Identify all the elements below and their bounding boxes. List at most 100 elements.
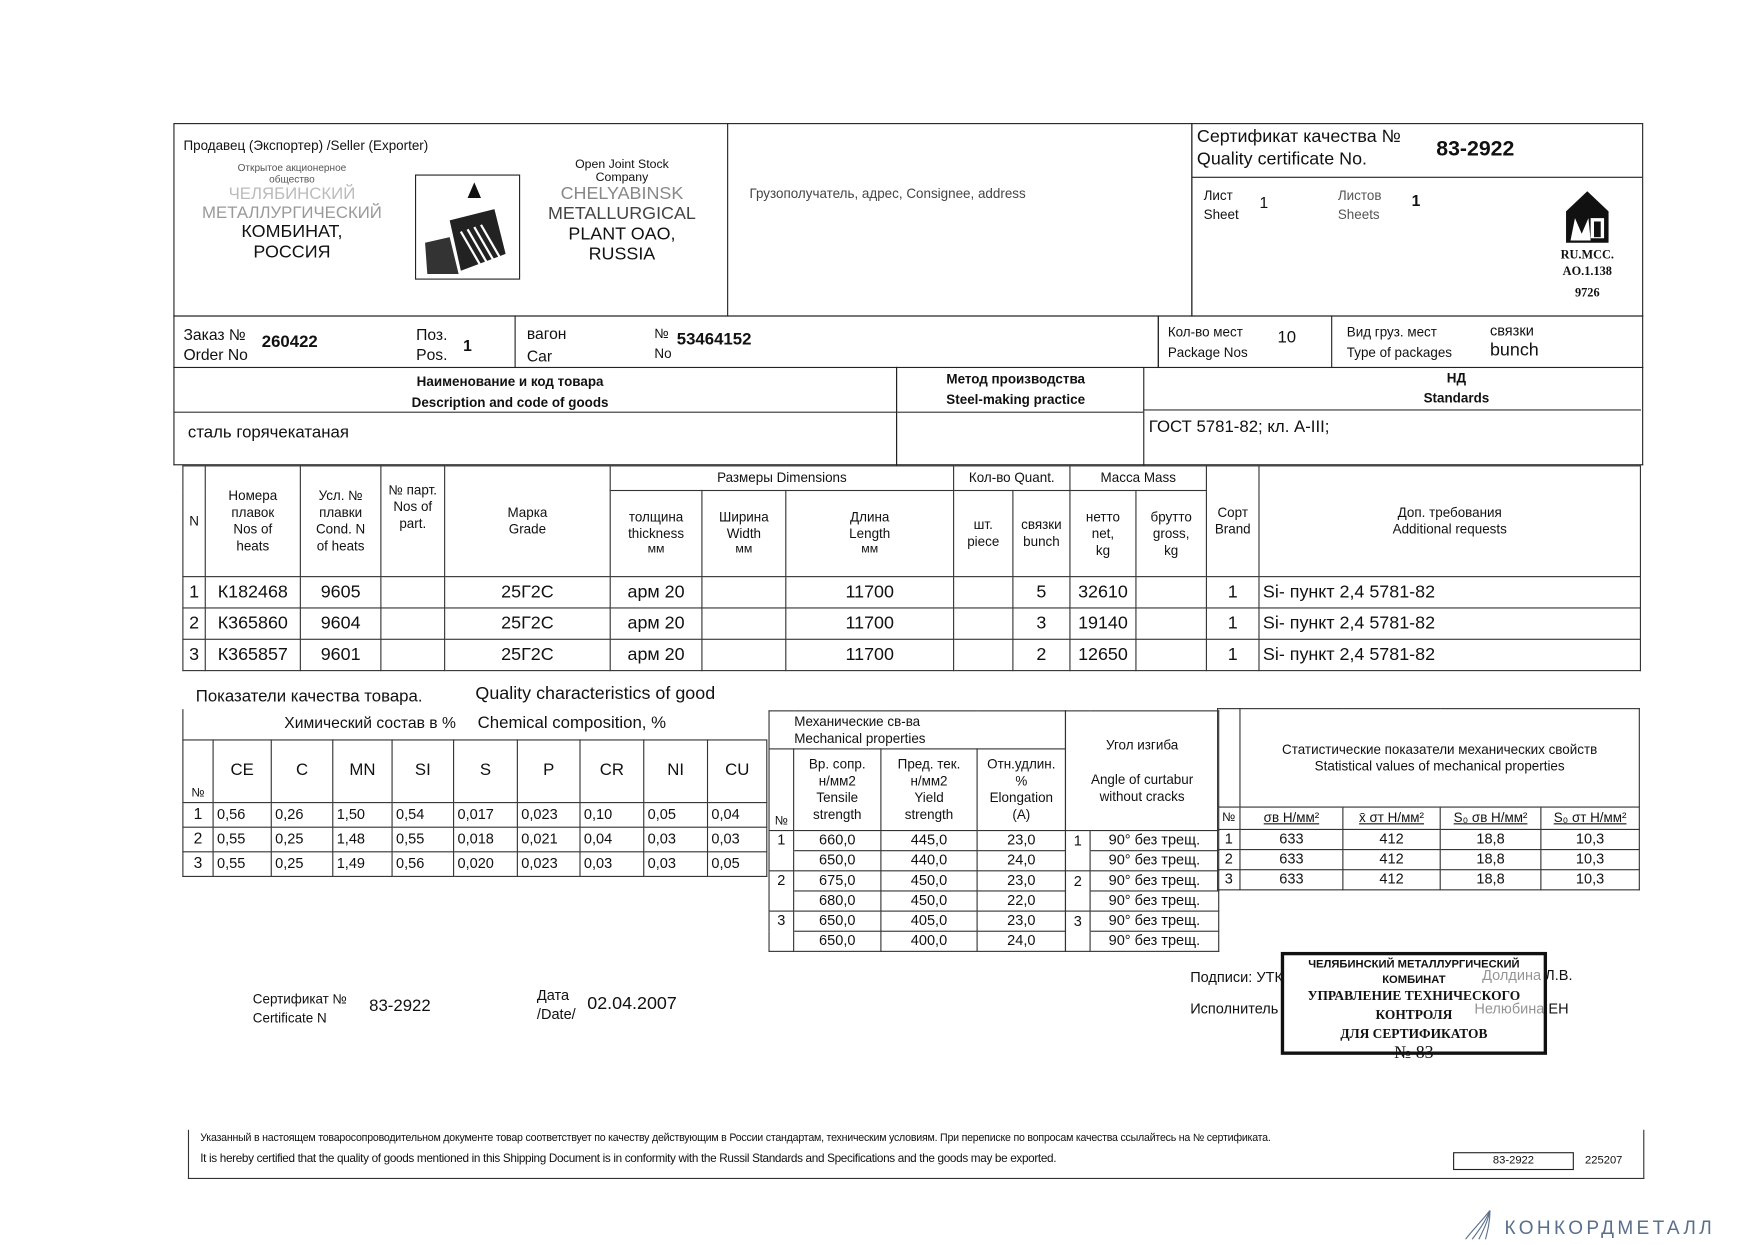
mech-header-2: Отн.удлин.% Elongation (A)	[976, 748, 1067, 832]
chem-cell: 0,017	[453, 801, 518, 828]
statement-ru: Указанный в настоящем товаросопроводител…	[200, 1132, 1271, 1145]
mechanical-title-ru: Механические св-ва	[794, 713, 921, 729]
car-no-label-ru: №	[654, 325, 669, 342]
mech-header-no: №	[768, 748, 795, 832]
header-line: Length	[849, 525, 891, 542]
chem-cell: 0,03	[643, 826, 709, 852]
stat-cell: 18,8	[1439, 849, 1542, 871]
table-row: 1 90° без трещ.	[1064, 830, 1220, 852]
cell-thickness: арм 20	[609, 638, 703, 672]
stat-cell: 412	[1342, 849, 1441, 871]
order-label-ru: Заказ №	[183, 325, 246, 344]
chem-cell: 0,05	[643, 801, 709, 828]
chem-cell: 0,05	[706, 850, 768, 877]
cell-heat: К182468	[204, 576, 301, 609]
chem-cell: 0,54	[391, 801, 455, 828]
sheets-label-ru: Листов	[1337, 187, 1382, 204]
konkordmetall-watermark: КОНКОРДМЕТАЛЛ	[1504, 1217, 1716, 1239]
divider	[1192, 176, 1643, 178]
bend-title-en: Angle of curtabur	[1090, 771, 1194, 787]
cell-heat: К365860	[204, 607, 301, 640]
certificate-number: 83-2922	[1436, 137, 1515, 162]
cell-brand: 1	[1205, 638, 1260, 672]
consignee-label: Грузополучатель, адрес, Consignee, addre…	[749, 185, 1026, 202]
header-line: н/мм2	[910, 772, 948, 789]
cell-thickness: арм 20	[609, 576, 703, 609]
mech-cell-tensile: 680,0	[793, 890, 882, 912]
mechanical-title-en: Mechanical properties	[794, 729, 926, 746]
chemical-title: Химический состав в % Chemical compositi…	[182, 709, 767, 740]
bend-title-en: without cracks	[1099, 788, 1185, 804]
chem-cell: 0,56	[212, 801, 272, 828]
stat-cell: 1	[1217, 828, 1241, 851]
stat-cell: 633	[1239, 849, 1344, 871]
statistics-title: Статистические показатели механических с…	[1239, 708, 1640, 808]
header-line: strength	[904, 806, 954, 823]
mech-cell-n: 1	[768, 830, 795, 851]
table-row: 3 650,0 405,0 23,0	[768, 910, 1067, 932]
chem-cell: 0,020	[453, 850, 518, 877]
certificate-label: Сертификат качества № Quality certificat…	[1197, 126, 1401, 171]
car-number: 53464152	[676, 329, 752, 350]
cell-n: 2	[182, 607, 206, 640]
mech-cell-tensile: 650,0	[793, 850, 882, 872]
stat-cell: 2	[1217, 849, 1241, 871]
seller-name-line: Open Joint Stock	[575, 157, 669, 172]
header-line: strength	[813, 806, 862, 823]
car-no-label-en: No	[654, 345, 672, 362]
chem-header-1: CE	[212, 738, 272, 803]
package-type-label: Вид груз. мест Type of packages	[1347, 322, 1452, 362]
chem-header-5: S	[453, 738, 518, 803]
chem-cell: 0,023	[516, 801, 581, 828]
seller-name-line: общество	[269, 173, 315, 185]
seller-name-line: RUSSIA	[588, 244, 656, 264]
stat-cell: 412	[1342, 828, 1441, 851]
cell-part	[380, 576, 446, 609]
seller-name-line: CHELYABINSK	[560, 184, 684, 204]
cell-width	[701, 576, 787, 609]
stamp-line: ДЛЯ СЕРТИФИКАТОВ	[1340, 1025, 1488, 1042]
bend-cell-n: 3	[1064, 910, 1091, 932]
cell-part	[380, 638, 446, 672]
stat-cell: 10,3	[1540, 828, 1640, 851]
cell-grade: 25Г2С	[444, 607, 611, 640]
seller-name-line: Company	[595, 171, 649, 185]
pos-value: 1	[463, 336, 472, 355]
stat-header-3: S₀ σв Н/мм²	[1439, 806, 1542, 831]
header-line: of heats	[316, 538, 365, 554]
table-row: 1 633 412 18,8 10,3	[1217, 828, 1640, 851]
table-row: 3 90° без трещ.	[1064, 910, 1220, 932]
mech-cell-n: 3	[768, 910, 795, 932]
header-line: толщина	[628, 509, 684, 525]
description-cell: Наименование и код товара Description and…	[173, 366, 898, 466]
pos-label: Поз. Pos.	[416, 324, 447, 364]
stamp-line: УПРАВЛЕНИЕ ТЕХНИЧЕСКОГО КОНТРОЛЯ	[1307, 987, 1521, 1023]
bend-cell-value: 90° без трещ.	[1089, 850, 1220, 872]
certificate-box: Сертификат качества № Quality certificat…	[1191, 123, 1644, 317]
header-brand: Сорт Brand	[1205, 465, 1260, 578]
seller-name-ru: Открытое акционерное общество ЧЕЛЯБИНСКИ…	[197, 162, 387, 263]
cell-piece	[953, 607, 1014, 640]
bend-cell-value: 90° без трещ.	[1089, 870, 1220, 892]
sheet-label-ru: Лист	[1203, 187, 1233, 204]
header-line: Yield	[914, 789, 944, 806]
cell-additional: Si- пункт 2,4 5781-82	[1258, 576, 1642, 609]
chem-cell: 0,25	[270, 850, 334, 877]
standards-label-ru: НД	[1446, 370, 1467, 386]
chem-cell: 0,03	[706, 826, 768, 852]
cell-width	[701, 638, 787, 672]
stat-header-0: №	[1217, 806, 1241, 831]
table-row: 2 0,55 0,25 1,48 0,55 0,018 0,021 0,04 0,03 0,03	[182, 826, 768, 852]
bend-cell-n	[1064, 850, 1091, 872]
package-type-ru: связки	[1489, 322, 1534, 339]
cell-additional: Si- пункт 2,4 5781-82	[1258, 607, 1642, 640]
seller-name-line: METALLURGICAL	[548, 204, 696, 224]
statement-box: Указанный в настоящем товаросопроводител…	[187, 1129, 1645, 1180]
header-line: Grade	[508, 521, 547, 537]
cell-part	[380, 607, 446, 640]
mech-header-1: Пред. тек. н/мм2 Yield strength	[880, 748, 978, 832]
order-cell: Заказ № Order No 260422 Поз. Pos. 1	[173, 315, 516, 369]
mech-cell-elong: 23,0	[976, 830, 1067, 852]
cell-gross	[1135, 607, 1208, 640]
chem-cell: 0,023	[516, 850, 581, 877]
